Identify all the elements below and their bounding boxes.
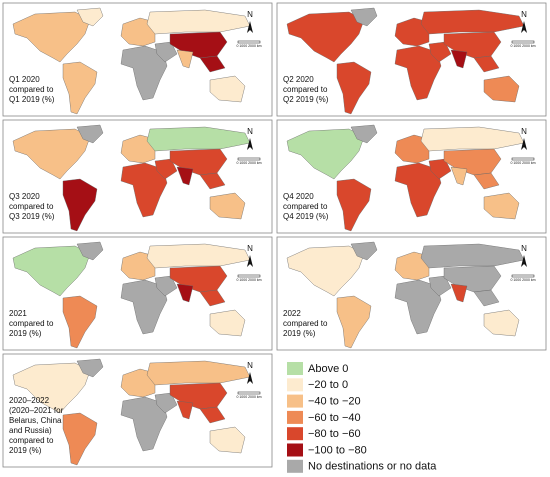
scale-bar [511,157,535,161]
legend-label: −40 to −20 [308,396,361,408]
north-arrow [521,255,527,267]
legend-label: No destinations or no data [308,461,437,473]
legend-swatch [287,394,303,408]
panel-label: 2022 [283,309,301,318]
north-label: N [521,10,527,19]
panel-label: Q3 2019 (%) [9,212,55,221]
panel-label: compared to [9,436,54,445]
legend-swatch [287,427,303,441]
north-label: N [247,127,253,136]
legend-label: −100 to −80 [308,444,367,456]
legend-swatch [287,378,303,392]
legend-label: −20 to 0 [308,379,348,391]
scale-bar [237,391,261,395]
panel-label: 2019 (%) [283,329,316,338]
scale-label: 0 1000 2000 km [236,161,261,165]
panel-label: 2021 [9,309,27,318]
north-label: N [247,10,253,19]
scale-bar [237,40,261,44]
north-arrow [521,21,527,33]
legend-swatch [287,459,303,473]
panel-label: Q2 2019 (%) [283,95,329,104]
panel-label: Q4 2019 (%) [283,212,329,221]
north-arrow [247,21,253,33]
scale-label: 0 1000 2000 km [510,278,535,282]
panel-label: compared to [283,85,328,94]
scale-bar [237,274,261,278]
legend: Above 0 −20 to 0 −40 to −20 −60 to −40 −80 t… [287,362,437,473]
north-label: N [521,244,527,253]
panel-label: compared to [9,202,54,211]
scale-label: 0 1000 2000 km [510,161,535,165]
panel-label: compared to [283,202,328,211]
scale-label: 0 1000 2000 km [236,395,261,399]
scale-label: 0 1000 2000 km [236,44,261,48]
panel-label: Q4 2020 [283,192,314,201]
north-label: N [247,244,253,253]
panel-label: compared to [9,319,54,328]
north-arrow [247,372,253,384]
map-panel: N 0 1000 2000 km 2020–2022(2020–2021 forBe… [2,353,273,468]
panel-label: Belarus, China [9,416,62,425]
legend-swatch [287,410,303,424]
north-arrow [521,138,527,150]
panel-label: Q1 2020 [9,75,40,84]
scale-label: 0 1000 2000 km [510,44,535,48]
legend-label: −60 to −40 [308,412,361,424]
panel-label: Q3 2020 [9,192,40,201]
scale-label: 0 1000 2000 km [236,278,261,282]
panel-label: (2020–2021 for [9,406,64,415]
legend-label: Above 0 [308,363,348,375]
panel-label: compared to [9,85,54,94]
north-arrow [247,255,253,267]
panel-label: and Russia) [9,426,52,435]
north-label: N [521,127,527,136]
scale-bar [237,157,261,161]
panel-label: 2019 (%) [9,329,42,338]
scale-bar [511,40,535,44]
panel-label: compared to [283,319,328,328]
legend-swatch [287,362,303,375]
north-label: N [247,361,253,370]
panel-label: 2019 (%) [9,446,42,455]
scale-bar [511,274,535,278]
north-arrow [247,138,253,150]
panel-label: 2020–2022 [9,396,50,405]
legend-label: −80 to −60 [308,428,361,440]
panel-label: Q1 2019 (%) [9,95,55,104]
legend-swatch [287,443,303,457]
panel-label: Q2 2020 [283,75,314,84]
